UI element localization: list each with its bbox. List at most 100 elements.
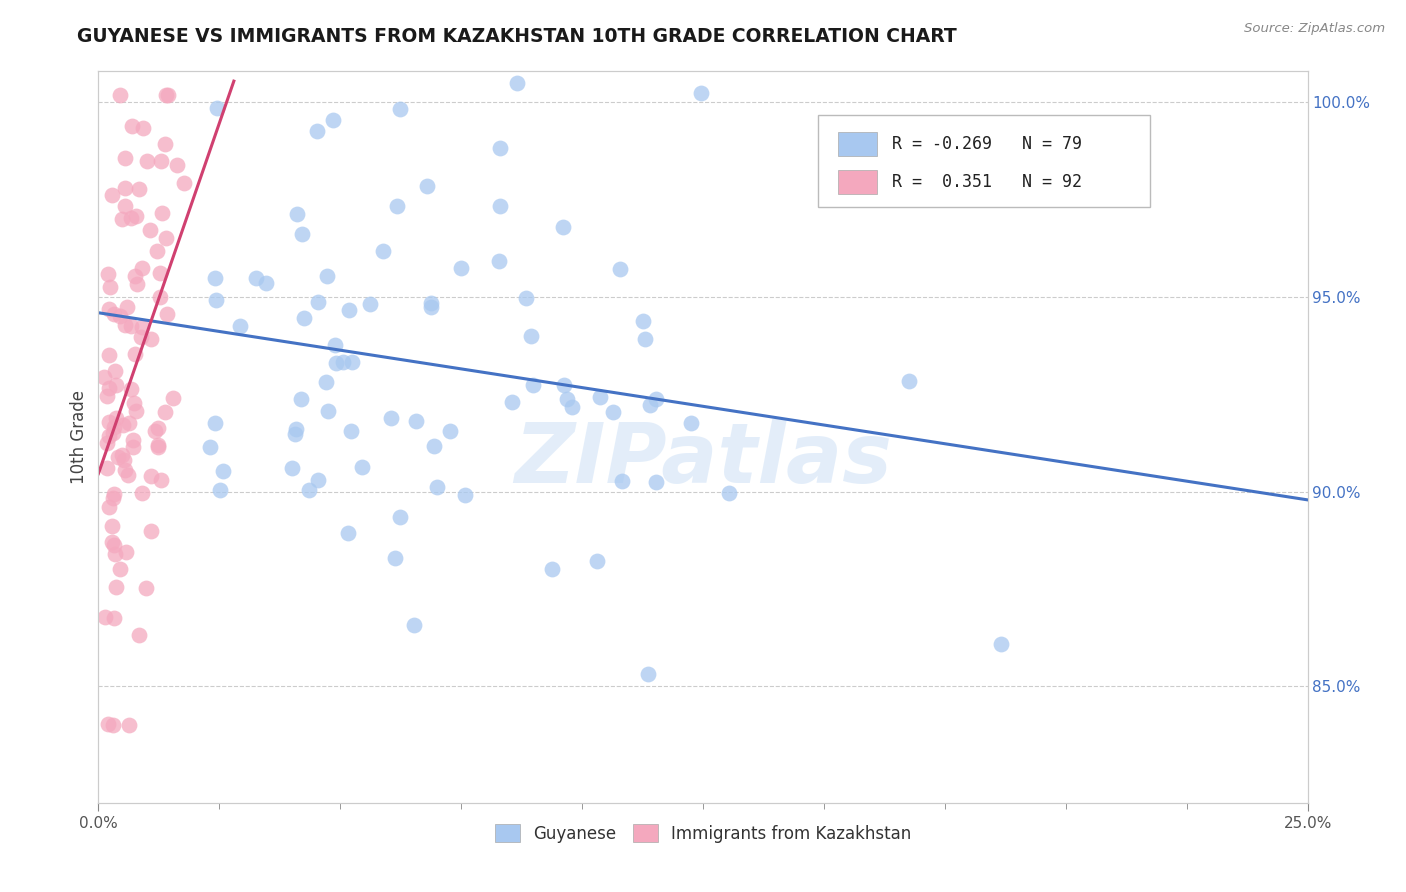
Point bbox=[97, 429, 120, 443]
FancyBboxPatch shape bbox=[838, 170, 877, 194]
Point bbox=[256, 276, 278, 290]
Point bbox=[104, 548, 127, 562]
Point bbox=[489, 140, 512, 154]
FancyBboxPatch shape bbox=[818, 115, 1150, 207]
Point bbox=[149, 290, 172, 304]
Point bbox=[94, 610, 117, 624]
Point bbox=[114, 152, 136, 166]
Point bbox=[96, 460, 118, 475]
Point bbox=[631, 314, 654, 328]
Point bbox=[501, 394, 523, 409]
Point bbox=[388, 103, 411, 117]
Point bbox=[586, 554, 609, 568]
Point bbox=[609, 262, 631, 277]
Point bbox=[325, 356, 347, 370]
Point bbox=[155, 87, 177, 102]
Point bbox=[135, 153, 157, 168]
Point bbox=[679, 417, 702, 431]
Point bbox=[97, 301, 120, 316]
Point bbox=[291, 227, 314, 241]
Point bbox=[439, 424, 461, 438]
Point bbox=[205, 101, 228, 115]
Point bbox=[114, 463, 136, 477]
Point bbox=[589, 390, 612, 404]
Text: GUYANESE VS IMMIGRANTS FROM KAZAKHSTAN 10TH GRADE CORRELATION CHART: GUYANESE VS IMMIGRANTS FROM KAZAKHSTAN 1… bbox=[77, 27, 957, 45]
Point bbox=[131, 121, 153, 136]
Point bbox=[290, 392, 312, 406]
Point bbox=[100, 535, 122, 549]
Point bbox=[173, 177, 195, 191]
Point bbox=[316, 268, 339, 283]
Point bbox=[488, 254, 510, 268]
Point bbox=[114, 318, 136, 332]
Point bbox=[450, 261, 472, 276]
Point bbox=[454, 488, 477, 502]
Point bbox=[281, 461, 304, 475]
Point bbox=[307, 473, 329, 487]
Point bbox=[103, 307, 125, 321]
Point bbox=[717, 485, 740, 500]
Point bbox=[416, 178, 439, 193]
Point bbox=[245, 271, 267, 285]
Point bbox=[104, 364, 127, 378]
Point bbox=[114, 181, 136, 195]
Point bbox=[131, 486, 153, 500]
Point bbox=[103, 420, 125, 434]
Point bbox=[373, 244, 395, 259]
Point bbox=[103, 487, 125, 501]
Point bbox=[120, 318, 142, 333]
Point bbox=[125, 209, 148, 223]
Point bbox=[350, 459, 373, 474]
Point bbox=[117, 467, 139, 482]
Point bbox=[149, 266, 172, 280]
Point bbox=[555, 392, 578, 407]
Point bbox=[405, 414, 427, 428]
Point bbox=[292, 311, 315, 326]
Point bbox=[114, 545, 136, 559]
Point bbox=[506, 76, 529, 90]
Point bbox=[105, 580, 128, 594]
Point bbox=[316, 403, 339, 417]
Point bbox=[342, 355, 364, 369]
Point bbox=[640, 398, 662, 412]
Point bbox=[101, 718, 124, 732]
Point bbox=[122, 434, 145, 448]
Point bbox=[155, 405, 177, 419]
Point bbox=[124, 347, 146, 361]
Point bbox=[131, 261, 153, 276]
Point bbox=[541, 562, 564, 576]
Point bbox=[108, 562, 131, 576]
Point bbox=[97, 500, 120, 515]
Point bbox=[146, 440, 169, 454]
Point bbox=[114, 453, 136, 467]
Point bbox=[97, 716, 120, 731]
Point bbox=[325, 337, 347, 351]
Point bbox=[146, 244, 169, 258]
Point bbox=[204, 416, 226, 430]
Point bbox=[150, 153, 173, 168]
Point bbox=[384, 551, 406, 566]
Point bbox=[103, 537, 125, 551]
FancyBboxPatch shape bbox=[838, 132, 877, 156]
Point bbox=[152, 206, 174, 220]
Y-axis label: 10th Grade: 10th Grade bbox=[70, 390, 89, 484]
Point bbox=[103, 611, 125, 625]
Point bbox=[337, 526, 360, 541]
Point bbox=[108, 87, 131, 102]
Point bbox=[897, 374, 920, 388]
Text: R = -0.269   N = 79: R = -0.269 N = 79 bbox=[891, 136, 1081, 153]
Point bbox=[634, 332, 657, 346]
Point bbox=[553, 377, 575, 392]
Text: ZIPatlas: ZIPatlas bbox=[515, 418, 891, 500]
Point bbox=[135, 581, 157, 595]
Point bbox=[332, 355, 354, 369]
Point bbox=[139, 524, 162, 539]
Point bbox=[122, 440, 145, 454]
Point bbox=[551, 219, 574, 234]
Point bbox=[104, 378, 127, 392]
Text: R =  0.351   N = 92: R = 0.351 N = 92 bbox=[891, 173, 1081, 191]
Point bbox=[96, 389, 118, 403]
Point bbox=[420, 296, 443, 310]
Point bbox=[322, 112, 344, 127]
Point bbox=[111, 448, 134, 462]
